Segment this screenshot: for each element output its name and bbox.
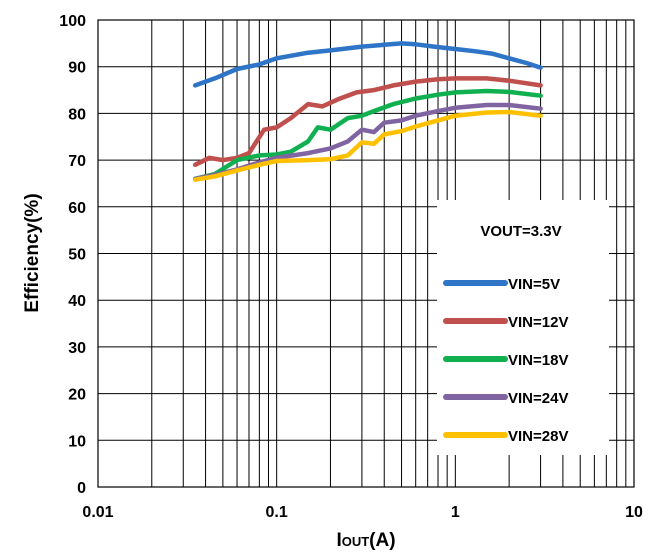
y-tick-label: 40 [68, 293, 86, 310]
y-tick-label: 90 [68, 60, 86, 77]
legend-label: VIN=18V [508, 352, 568, 369]
series-layer [192, 41, 543, 182]
x-tick-label: 1 [451, 504, 460, 521]
y-tick-label: 80 [68, 106, 86, 123]
legend: VOUT=3.3V VIN=5VVIN=12VVIN=18VVIN=24VVIN… [437, 200, 609, 455]
y-tick-label: 20 [68, 387, 86, 404]
series-line [192, 109, 543, 182]
legend-label: VIN=12V [508, 314, 568, 331]
legend-items: VIN=5V VIN=12V VIN=18V VIN=24V VIN=28V [443, 276, 568, 445]
y-tick-label: 70 [68, 153, 86, 170]
series-line [192, 88, 543, 182]
y-tick-labels: 0 10 20 30 40 50 60 70 80 90 100 [59, 13, 86, 497]
x-tick-label: 0.1 [266, 504, 288, 521]
y-axis-title: Efficiency(%) [22, 193, 43, 312]
x-axis-title-subscript: OUT [342, 534, 370, 549]
x-axis-title-unit: (A) [369, 530, 395, 551]
y-tick-label: 100 [59, 13, 86, 30]
y-tick-label: 50 [68, 247, 86, 264]
plot-border [97, 19, 635, 488]
x-tick-label: 0.01 [82, 504, 113, 521]
series-line [192, 76, 543, 168]
x-tick-labels: 0.01 0.1 1 10 [82, 504, 643, 521]
legend-title: VOUT=3.3V [480, 223, 561, 240]
series-line [192, 41, 543, 88]
y-tick-label: 0 [77, 480, 86, 497]
legend-label: VIN=5V [508, 276, 560, 293]
legend-box [437, 200, 609, 455]
y-tick-label: 60 [68, 200, 86, 217]
legend-label: VIN=28V [508, 428, 568, 445]
y-tick-label: 30 [68, 340, 86, 357]
x-tick-label: 10 [625, 504, 643, 521]
y-tick-label: 10 [68, 433, 86, 450]
x-axis-title: IOUT(A) [336, 530, 395, 551]
x-axis-title-main: I [336, 530, 341, 551]
legend-label: VIN=24V [508, 390, 568, 407]
